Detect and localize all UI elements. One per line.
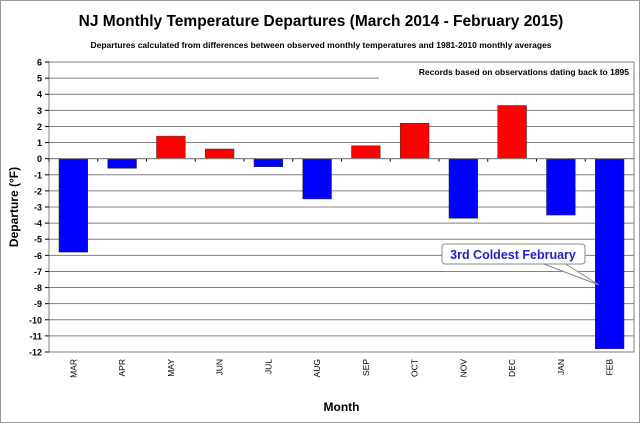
x-tick-label: DEC [507,359,517,377]
x-tick-label: JAN [556,359,566,375]
bar-aug [302,158,332,200]
bar-jun [204,148,235,159]
y-tick-label: -12 [29,348,42,358]
x-tick-label: MAR [68,359,78,378]
x-tick-label: JUN [215,359,225,376]
bar-sep [351,145,381,159]
x-tick-label: NOV [458,359,468,378]
y-tick-label: 6 [37,58,42,68]
y-tick-label: -3 [34,203,42,213]
chart-title: NJ Monthly Temperature Departures (March… [78,13,564,30]
y-tick-label: 2 [37,122,42,132]
y-tick-label: -10 [29,315,42,325]
chart-subtitle: Departures calculated from differences b… [90,40,552,50]
y-tick-label: -1 [34,170,42,180]
x-tick-label: JUL [263,359,273,374]
bar-may [156,135,186,159]
x-tick-label: SEP [361,359,371,376]
y-tick-label: -2 [34,186,42,196]
bar-feb [594,158,625,350]
records-note: Records based on observations dating bac… [419,67,629,77]
x-tick-label: OCT [410,359,420,377]
y-tick-label: 1 [37,138,42,148]
y-tick-label: 3 [37,106,42,116]
callout-label: 3rd Coldest February [450,248,576,262]
bar-nov [448,158,479,219]
bar-mar [58,158,89,253]
bar-apr [107,158,137,169]
x-tick-label: APR [117,359,127,376]
y-tick-label: 4 [37,90,42,100]
y-axis-label: Departure (°F) [7,167,21,247]
bar-oct [399,122,430,159]
y-tick-label: -7 [34,267,42,277]
x-tick-label: AUG [312,359,322,377]
y-tick-label: -11 [29,331,42,341]
y-tick-label: 5 [37,74,42,84]
y-tick-label: -5 [34,235,42,245]
bar-jul [253,158,284,167]
y-tick-label: -8 [34,283,42,293]
y-tick-label: -4 [34,219,42,229]
bar-dec [497,105,527,159]
note-bg [379,63,633,79]
x-tick-label: MAY [166,359,176,377]
x-tick-label: FEB [605,359,615,376]
y-tick-label: -9 [34,299,42,309]
y-tick-label: -6 [34,251,42,261]
bar-jan [546,158,576,216]
x-axis-label: Month [324,400,360,414]
y-tick-label: 0 [37,154,42,164]
callout-box [441,243,586,265]
